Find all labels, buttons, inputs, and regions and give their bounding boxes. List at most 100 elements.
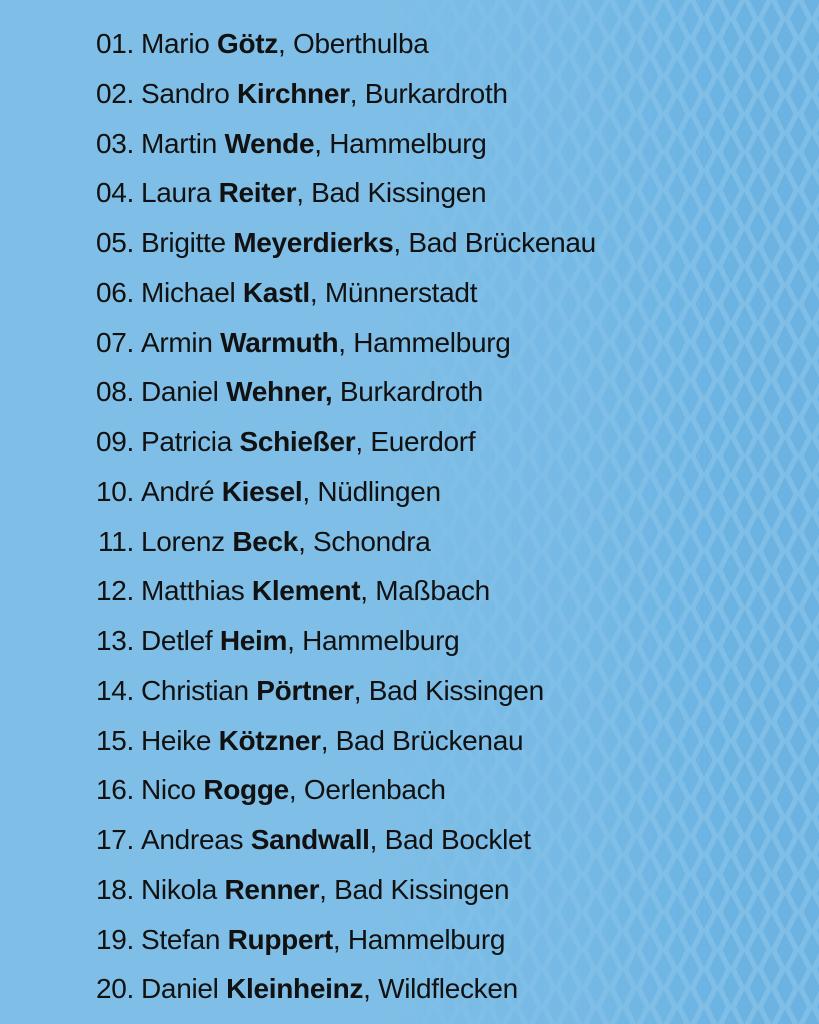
last-name: Heim xyxy=(219,625,288,656)
first-name: Detlef xyxy=(141,625,213,656)
first-name: Daniel xyxy=(141,973,219,1005)
hometown: Bad Bocklet xyxy=(384,824,531,855)
list-number: 02. xyxy=(95,77,134,109)
last-name: Götz xyxy=(217,28,279,59)
hometown: Euerdorf xyxy=(370,426,476,457)
hometown: Oerlenbach xyxy=(303,774,446,806)
first-name: Patricia xyxy=(141,426,232,457)
first-name: Stefan xyxy=(141,923,221,955)
last-name: Pörtner xyxy=(256,674,354,706)
last-name: Wehner, xyxy=(226,376,333,408)
list-item: 03. Martin Wende, Hammelburg xyxy=(0,124,819,174)
hometown: Maßbach xyxy=(375,575,490,607)
list-number: 07. xyxy=(95,326,134,358)
list-item: 16. Nico Rogge, Oerlenbach xyxy=(0,770,819,820)
list-number: 19. xyxy=(95,923,134,955)
list-item: 20. Daniel Kleinheinz, Wildflecken xyxy=(0,969,819,1019)
list-number: 18. xyxy=(95,873,134,905)
list-item: 02. Sandro Kirchner, Burkardroth xyxy=(0,74,819,124)
list-number: 05. xyxy=(95,227,134,258)
list-item: 13. Detlef Heim, Hammelburg xyxy=(0,621,819,671)
list-item: 08. Daniel Wehner, Burkardroth xyxy=(0,372,819,422)
hometown: Wildflecken xyxy=(378,973,518,1005)
list-item: 17. Andreas Sandwall, Bad Bocklet xyxy=(0,820,819,870)
first-name: Mario xyxy=(141,28,210,59)
first-name: Nico xyxy=(141,774,196,806)
list-item: 10. André Kiesel, Nüdlingen xyxy=(0,472,819,522)
first-name: Laura xyxy=(141,177,212,209)
first-name: Nikola xyxy=(141,873,218,905)
first-name: Michael xyxy=(141,276,236,308)
list-item: 11. Lorenz Beck, Schondra xyxy=(0,522,819,572)
list-item: 07. Armin Warmuth, Hammelburg xyxy=(0,323,819,373)
last-name: Kirchner xyxy=(236,77,350,109)
first-name: Sandro xyxy=(141,77,230,109)
first-name: Christian xyxy=(141,674,249,706)
hometown: Hammelburg xyxy=(302,625,460,656)
first-name: Lorenz xyxy=(141,525,225,557)
list-number: 04. xyxy=(95,177,134,209)
first-name: Martin xyxy=(141,127,217,159)
last-name: Ruppert xyxy=(227,923,334,955)
hometown: Bad Brückenau xyxy=(408,227,596,258)
list-item: 05. Brigitte Meyerdierks, Bad Brückenau xyxy=(0,223,819,273)
last-name: Klement xyxy=(251,575,361,607)
list-number: 13. xyxy=(95,625,134,656)
first-name: Brigitte xyxy=(141,227,226,258)
last-name: Kötzner xyxy=(218,724,321,756)
hometown: Hammelburg xyxy=(353,326,511,358)
hometown: Oberthulba xyxy=(292,28,429,59)
list-item: 04. Laura Reiter, Bad Kissingen xyxy=(0,173,819,223)
last-name: Reiter xyxy=(218,177,297,209)
list-number: 08. xyxy=(95,376,134,408)
first-name: Daniel xyxy=(141,376,219,408)
hometown: Schondra xyxy=(313,525,431,557)
list-item: 19. Stefan Ruppert, Hammelburg xyxy=(0,920,819,970)
last-name: Beck xyxy=(232,525,299,557)
list-number: 11. xyxy=(98,525,134,557)
list-number: 06. xyxy=(95,276,134,308)
ranking-list: 01. Mario Götz, Oberthulba 02. Sandro Kirch… xyxy=(0,24,819,1019)
last-name: Kiesel xyxy=(221,475,303,507)
last-name: Wende xyxy=(224,127,315,159)
first-name: Andreas xyxy=(141,824,244,855)
list-number: 09. xyxy=(95,426,134,457)
list-number: 14. xyxy=(95,674,134,706)
list-item: 12. Matthias Klement, Maßbach xyxy=(0,571,819,621)
list-number: 01. xyxy=(95,28,134,59)
hometown: Hammelburg xyxy=(347,923,506,955)
list-number: 12. xyxy=(95,575,134,607)
first-name: Armin xyxy=(141,326,213,358)
hometown: Bad Kissingen xyxy=(368,674,544,706)
hometown: Nüdlingen xyxy=(317,475,441,507)
last-name: Kleinheinz xyxy=(226,973,364,1005)
list-item: 14. Christian Pörtner, Bad Kissingen xyxy=(0,671,819,721)
hometown: Burkardroth xyxy=(339,376,483,408)
hometown: Bad Kissingen xyxy=(311,177,487,209)
list-item: 09. Patricia Schießer, Euerdorf xyxy=(0,422,819,472)
hometown: Münnerstadt xyxy=(324,276,478,308)
last-name: Kastl xyxy=(242,276,310,308)
first-name: André xyxy=(141,475,215,507)
hometown: Hammelburg xyxy=(329,127,487,159)
list-number: 20. xyxy=(95,973,134,1005)
last-name: Sandwall xyxy=(250,824,370,855)
last-name: Warmuth xyxy=(220,326,339,358)
list-item: 18. Nikola Renner, Bad Kissingen xyxy=(0,870,819,920)
last-name: Renner xyxy=(224,873,320,905)
list-item: 01. Mario Götz, Oberthulba xyxy=(0,24,819,74)
last-name: Rogge xyxy=(203,774,289,806)
list-item: 15. Heike Kötzner, Bad Brückenau xyxy=(0,721,819,771)
list-number: 15. xyxy=(95,724,134,756)
hometown: Bad Kissingen xyxy=(334,873,510,905)
last-name: Schießer xyxy=(239,426,356,457)
first-name: Matthias xyxy=(141,575,245,607)
list-number: 17. xyxy=(95,824,134,855)
diamond-pattern-background xyxy=(380,0,819,1024)
list-item: 06. Michael Kastl, Münnerstadt xyxy=(0,273,819,323)
last-name: Meyerdierks xyxy=(233,227,394,258)
list-number: 10. xyxy=(95,475,134,507)
hometown: Bad Brückenau xyxy=(335,724,524,756)
list-number: 03. xyxy=(95,127,134,159)
list-number: 16. xyxy=(95,774,134,806)
